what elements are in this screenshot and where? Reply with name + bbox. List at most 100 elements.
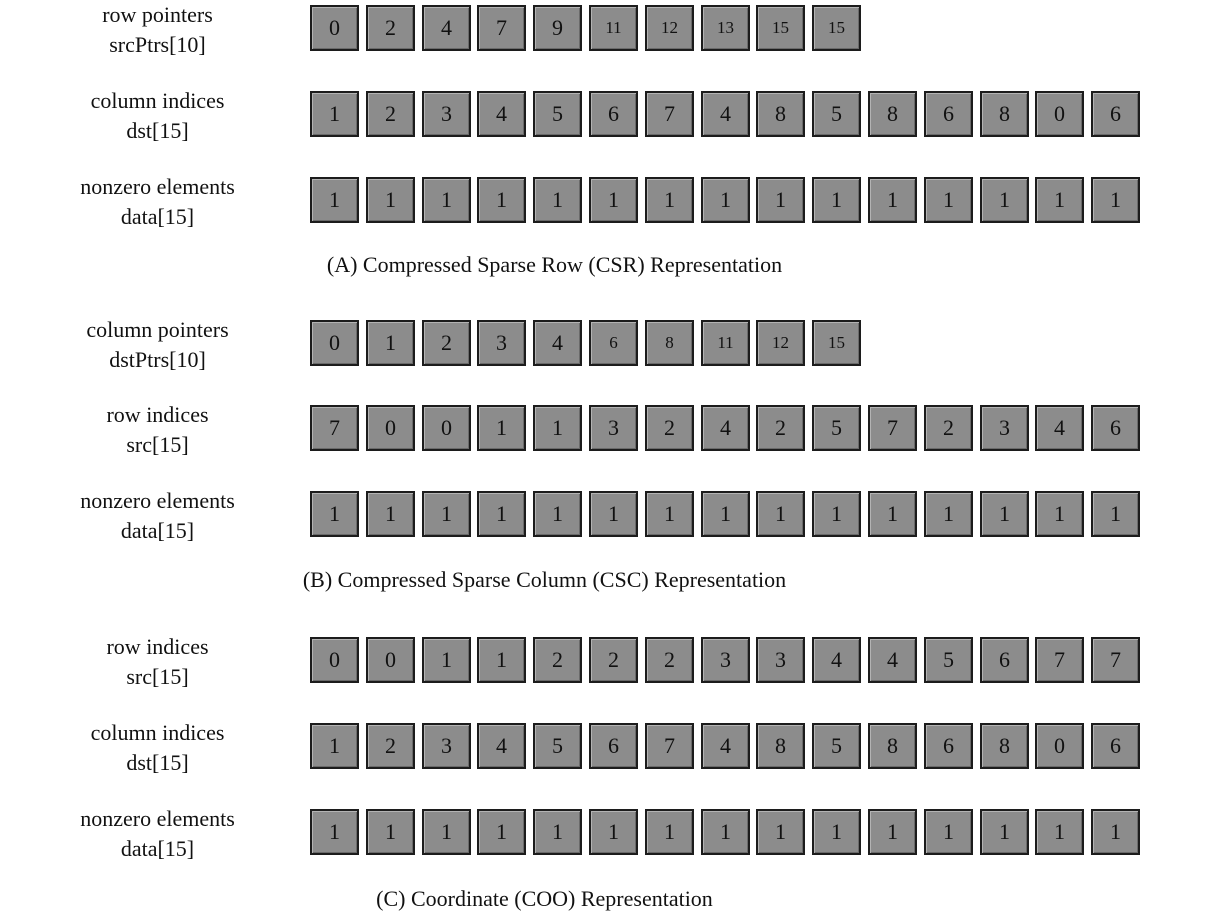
array-label: nonzero elements data[15] <box>40 172 275 232</box>
array-label: row pointers srcPtrs[10] <box>40 0 275 60</box>
array-description: nonzero elements <box>80 806 235 831</box>
array-cell: 1 <box>477 491 526 537</box>
array-cell: 4 <box>812 637 861 683</box>
array-cell: 3 <box>477 320 526 366</box>
array-cell: 7 <box>645 723 694 769</box>
array-cell: 4 <box>533 320 582 366</box>
array-cell: 6 <box>924 723 973 769</box>
array-cell: 1 <box>924 809 973 855</box>
array-cell: 4 <box>477 723 526 769</box>
array-description: row pointers <box>102 2 213 27</box>
array-cell: 4 <box>868 637 917 683</box>
array-cell: 1 <box>1091 809 1140 855</box>
array-cell: 1 <box>422 637 471 683</box>
array-name: srcPtrs[10] <box>109 32 206 57</box>
csc-array-row: nonzero elements data[15] 1 1 1 1 1 1 1 1 1 1 1 1 1 1 1 <box>0 486 1209 556</box>
array-cell: 6 <box>589 723 638 769</box>
array-description: column indices <box>90 720 225 745</box>
array-cell: 1 <box>589 491 638 537</box>
array-cell: 4 <box>701 405 750 451</box>
array-cell: 1 <box>812 491 861 537</box>
array-cell: 1 <box>589 177 638 223</box>
array-description: nonzero elements <box>80 488 235 513</box>
array-cell: 8 <box>756 91 805 137</box>
array-name: dst[15] <box>126 118 189 143</box>
array-cell: 1 <box>477 177 526 223</box>
array-cell: 1 <box>589 809 638 855</box>
array-cell: 2 <box>645 637 694 683</box>
array-cell: 3 <box>589 405 638 451</box>
array-cell: 2 <box>589 637 638 683</box>
array-cell: 4 <box>422 5 471 51</box>
csc-caption: (B) Compressed Sparse Column (CSC) Repre… <box>302 567 787 592</box>
array-cell: 0 <box>310 320 359 366</box>
array-label: nonzero elements data[15] <box>40 486 275 546</box>
csr-array-row: nonzero elements data[15] 1 1 1 1 1 1 1 1 1 1 1 1 1 1 1 <box>0 172 1209 242</box>
array-cell: 1 <box>812 809 861 855</box>
array-cell: 5 <box>533 91 582 137</box>
array-label: column indices dst[15] <box>40 86 275 146</box>
csc-array-row: row indices src[15] 7 0 0 1 1 3 2 4 2 5 7 2 3 4 6 <box>0 400 1209 470</box>
csr-caption: (A) Compressed Sparse Row (CSR) Represen… <box>326 252 783 277</box>
coo-array-row: nonzero elements data[15] 1 1 1 1 1 1 1 1 1 1 1 1 1 1 1 <box>0 804 1209 874</box>
array-description: row indices <box>106 402 209 427</box>
array-description: column indices <box>90 88 225 113</box>
array-cell: 0 <box>422 405 471 451</box>
array-cell: 1 <box>533 177 582 223</box>
array-label: row indices src[15] <box>40 632 275 692</box>
array-cell: 8 <box>645 320 694 366</box>
array-cell: 7 <box>1035 637 1084 683</box>
array-cell: 9 <box>533 5 582 51</box>
coo-array-row: column indices dst[15] 1 2 3 4 5 6 7 4 8 5 8 6 8 0 6 <box>0 718 1209 788</box>
array-description: nonzero elements <box>80 174 235 199</box>
array-cell: 8 <box>868 723 917 769</box>
array-cell: 2 <box>924 405 973 451</box>
array-name: dst[15] <box>126 750 189 775</box>
array-cell: 1 <box>366 491 415 537</box>
csr-array-row: row pointers srcPtrs[10] 0 2 4 7 9 11 12 13 15 15 <box>0 0 1209 70</box>
array-cell: 1 <box>422 809 471 855</box>
coo-caption: (C) Coordinate (COO) Representation <box>376 886 713 911</box>
array-cell: 6 <box>1091 91 1140 137</box>
array-cell: 1 <box>868 177 917 223</box>
array-cell: 1 <box>980 491 1029 537</box>
array-cell: 1 <box>533 405 582 451</box>
array-description: row indices <box>106 634 209 659</box>
array-cell: 7 <box>310 405 359 451</box>
array-cell: 1 <box>645 177 694 223</box>
array-cell: 0 <box>1035 723 1084 769</box>
array-cell: 1 <box>533 491 582 537</box>
array-label: column pointers dstPtrs[10] <box>40 315 275 375</box>
array-cell: 3 <box>980 405 1029 451</box>
array-cell: 2 <box>366 5 415 51</box>
array-cell: 1 <box>310 91 359 137</box>
array-cell: 0 <box>1035 91 1084 137</box>
array-cell: 1 <box>1091 177 1140 223</box>
array-cell: 1 <box>477 809 526 855</box>
array-cell: 8 <box>756 723 805 769</box>
array-cell: 2 <box>422 320 471 366</box>
array-cell: 1 <box>645 809 694 855</box>
array-cell: 15 <box>756 5 805 51</box>
array-cell: 12 <box>645 5 694 51</box>
array-cell: 1 <box>756 177 805 223</box>
array-cell: 7 <box>477 5 526 51</box>
array-cell: 1 <box>310 723 359 769</box>
array-cell: 3 <box>756 637 805 683</box>
array-cell: 1 <box>366 809 415 855</box>
array-cell: 1 <box>533 809 582 855</box>
array-cell: 1 <box>868 809 917 855</box>
array-cell: 1 <box>366 320 415 366</box>
array-cell: 1 <box>310 491 359 537</box>
array-cell: 1 <box>701 809 750 855</box>
array-cell: 4 <box>1035 405 1084 451</box>
array-name: data[15] <box>120 204 195 229</box>
array-cell: 1 <box>701 177 750 223</box>
array-cell: 8 <box>868 91 917 137</box>
array-cell: 1 <box>924 491 973 537</box>
array-label: row indices src[15] <box>40 400 275 460</box>
array-cell: 11 <box>701 320 750 366</box>
array-cell: 1 <box>477 637 526 683</box>
array-cell: 1 <box>980 809 1029 855</box>
array-description: column pointers <box>86 317 229 342</box>
